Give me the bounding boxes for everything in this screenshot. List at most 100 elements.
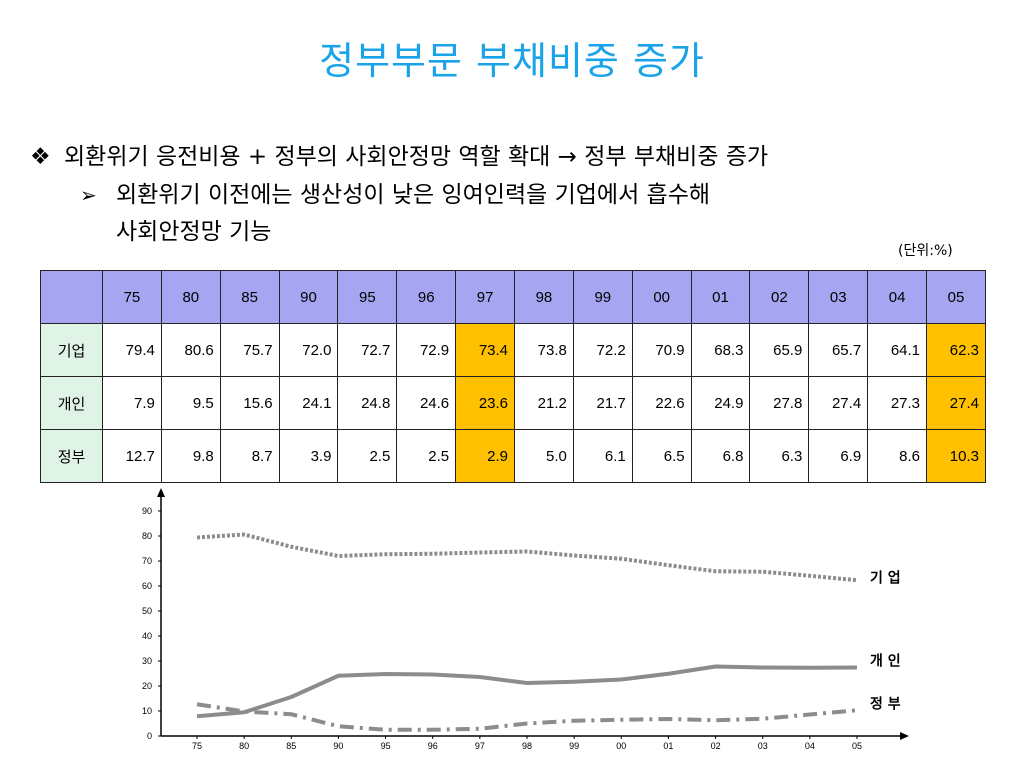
y-tick-label: 20	[142, 681, 152, 691]
series-line-0	[196, 532, 858, 583]
series-label: 개 인	[870, 653, 901, 670]
x-tick-label: 97	[475, 741, 485, 751]
debt-share-table: 75 80 85 90 95 96 97 98 99 00 01 02 03 04 05 기업 79.4 80.6…	[40, 270, 986, 483]
table-row-label: 기업	[40, 323, 103, 377]
table-cell: 64.1	[867, 323, 928, 377]
table-header-year: 97	[455, 270, 516, 324]
y-tick-label: 60	[142, 581, 152, 591]
unit-label: (단위:%)	[898, 243, 953, 259]
table-cell: 21.7	[572, 376, 633, 430]
table-header-year: 95	[337, 270, 398, 324]
table-cell: 79.4	[102, 323, 162, 377]
x-tick-label: 99	[569, 741, 579, 751]
table-cell: 12.7	[102, 429, 162, 483]
x-tick-label: 00	[616, 741, 626, 751]
x-tick-label: 04	[805, 741, 815, 751]
table-cell: 23.6	[455, 376, 516, 430]
x-tick-label: 95	[381, 741, 391, 751]
table-row: 기업 79.4 80.6 75.7 72.0 72.7 72.9 73.4 73.8 72.2 70…	[40, 323, 986, 377]
table-cell: 5.0	[514, 429, 574, 483]
y-tick-label: 70	[142, 556, 152, 566]
x-tick-label: 02	[711, 741, 721, 751]
table-cell: 27.3	[867, 376, 928, 430]
table-cell: 8.7	[219, 429, 280, 483]
table-cell: 68.3	[690, 323, 751, 377]
series-label: 기 업	[870, 570, 901, 586]
table-cell: 70.9	[631, 323, 692, 377]
series-label: 정 부	[870, 695, 901, 712]
table-cell: 9.8	[160, 429, 221, 483]
x-tick-label: 01	[663, 741, 673, 751]
table-header-year: 01	[690, 270, 751, 324]
x-tick-label: 90	[333, 741, 343, 751]
table-cell: 24.6	[396, 376, 457, 430]
table-cell: 80.6	[160, 323, 221, 377]
table-cell: 75.7	[219, 323, 280, 377]
bullet-sub: ➢ 외환위기 이전에는 생산성이 낮은 잉여인력을 기업에서 흡수해 사회안정망 …	[80, 177, 710, 251]
table-cell: 27.4	[926, 376, 986, 430]
table-cell: 72.7	[337, 323, 398, 377]
table-cell: 3.9	[278, 429, 339, 483]
table-cell: 27.8	[749, 376, 810, 430]
bullet-main: ❖ 외환위기 응전비용 + 정부의 사회안정망 역할 확대 → 정부 부채비중 증…	[30, 137, 768, 171]
y-tick-label: 90	[142, 506, 152, 516]
table-cell: 62.3	[926, 323, 986, 377]
series-line-1	[196, 664, 858, 719]
table-cell: 73.8	[514, 323, 574, 377]
table-header-year: 98	[514, 270, 574, 324]
table-cell: 6.5	[631, 429, 692, 483]
table-cell: 72.0	[278, 323, 339, 377]
table-cell: 65.9	[749, 323, 810, 377]
table-cell: 2.5	[396, 429, 457, 483]
y-tick-label: 0	[147, 731, 152, 741]
x-tick-label: 85	[286, 741, 296, 751]
table-row: 개인 7.9 9.5 15.6 24.1 24.8 24.6 23.6 21.2 21.7 22.6…	[40, 376, 986, 430]
table-header-year: 03	[808, 270, 869, 324]
bullet-sub-line1: 외환위기 이전에는 생산성이 낮은 잉여인력을 기업에서 흡수해	[116, 182, 711, 208]
table-header-year: 02	[749, 270, 810, 324]
table-cell: 24.9	[690, 376, 751, 430]
table-cell: 9.5	[160, 376, 221, 430]
table-cell: 8.6	[867, 429, 928, 483]
table-header-row: 75 80 85 90 95 96 97 98 99 00 01 02 03 04 05	[40, 270, 986, 324]
table-header-year: 90	[278, 270, 339, 324]
table-corner-cell	[40, 270, 103, 324]
page-title: 정부부문 부채비중 증가	[319, 39, 705, 83]
table-header-year: 80	[160, 270, 221, 324]
table-header-year: 85	[219, 270, 280, 324]
y-tick-label: 30	[142, 656, 152, 666]
table-header-year: 99	[572, 270, 633, 324]
x-tick-label: 96	[428, 741, 438, 751]
table-header-year: 04	[867, 270, 928, 324]
x-axis-arrow-icon	[900, 732, 909, 740]
table-cell: 21.2	[514, 376, 574, 430]
table-header-year: 00	[631, 270, 692, 324]
x-tick-label: 05	[852, 741, 862, 751]
x-tick-label: 98	[522, 741, 532, 751]
table-cell: 2.5	[337, 429, 398, 483]
table-cell: 10.3	[926, 429, 986, 483]
table-cell: 7.9	[102, 376, 162, 430]
table-header-year: 75	[102, 270, 162, 324]
table-cell: 24.8	[337, 376, 398, 430]
diamond-bullet-icon: ❖	[30, 144, 51, 170]
table-cell: 2.9	[455, 429, 516, 483]
table-cell: 22.6	[631, 376, 692, 430]
y-tick-label: 50	[142, 606, 152, 616]
y-tick-label: 40	[142, 631, 152, 641]
table-cell: 6.1	[572, 429, 633, 483]
bullet-main-text: 외환위기 응전비용 + 정부의 사회안정망 역할 확대 → 정부 부채비중 증가	[64, 144, 769, 170]
table-cell: 27.4	[808, 376, 869, 430]
table-cell: 65.7	[808, 323, 869, 377]
table-cell: 72.2	[572, 323, 633, 377]
table-cell: 15.6	[219, 376, 280, 430]
x-tick-label: 80	[239, 741, 249, 751]
table-header-year: 96	[396, 270, 457, 324]
table-cell: 6.3	[749, 429, 810, 483]
table-cell: 72.9	[396, 323, 457, 377]
series-line-2	[196, 702, 858, 732]
table-cell: 6.9	[808, 429, 869, 483]
arrow-bullet-icon: ➢	[80, 183, 97, 207]
table-cell: 6.8	[690, 429, 751, 483]
